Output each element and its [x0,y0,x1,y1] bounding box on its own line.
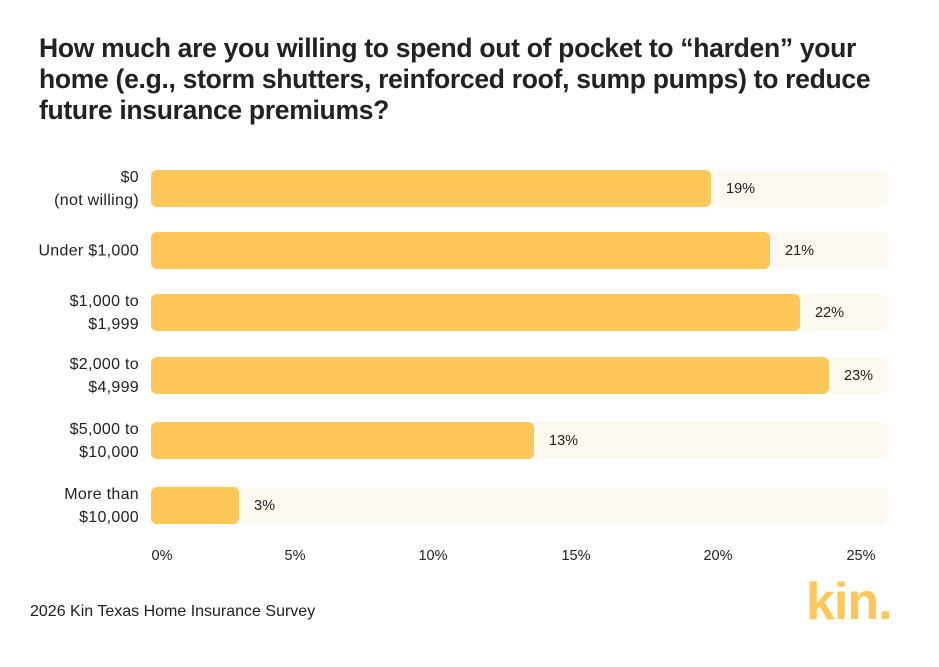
x-tick: 20% [703,548,733,564]
bar-row: Under $1,000 21% [0,232,939,269]
bar-row: $1,000 to $1,999 22% [0,293,939,333]
bar-row: More than $10,000 3% [0,486,939,526]
category-label: $0 (not willing) [54,168,139,209]
bar-row: $2,000 to $4,999 23% [0,356,939,396]
value-label: 19% [726,180,756,197]
x-tick: 25% [846,548,876,564]
bar [151,357,829,394]
chart-title: How much are you willing to spend out of… [39,33,871,125]
bar-row: $0 (not willing) 19% [0,169,939,209]
bar-track: 23% [151,357,888,394]
source-note: 2026 Kin Texas Home Insurance Survey [30,603,316,620]
x-tick: 0% [151,548,173,564]
bar [151,170,711,207]
category-label: $2,000 to $4,999 [69,355,139,396]
value-label: 22% [815,304,845,321]
bar-track: 3% [151,487,888,524]
bar [151,422,534,459]
bar-row: $5,000 to $10,000 13% [0,421,939,461]
value-label: 3% [254,497,275,514]
category-label: Under $1,000 [38,242,139,259]
bar-track: 13% [151,422,888,459]
bar-track: 22% [151,294,888,331]
bar [151,232,770,269]
x-tick: 10% [418,548,448,564]
bar [151,487,239,524]
bar-track: 21% [151,232,888,269]
x-tick: 15% [561,548,591,564]
category-label: $1,000 to $1,999 [69,292,139,333]
x-tick: 5% [284,548,306,564]
value-label: 21% [785,242,815,259]
category-label: More than $10,000 [64,485,139,526]
category-label: $5,000 to $10,000 [69,420,139,461]
bar-track: 19% [151,170,888,207]
value-label: 13% [549,432,579,449]
kin-logo: kin. [806,573,893,631]
value-label: 23% [844,367,874,384]
bar [151,294,800,331]
